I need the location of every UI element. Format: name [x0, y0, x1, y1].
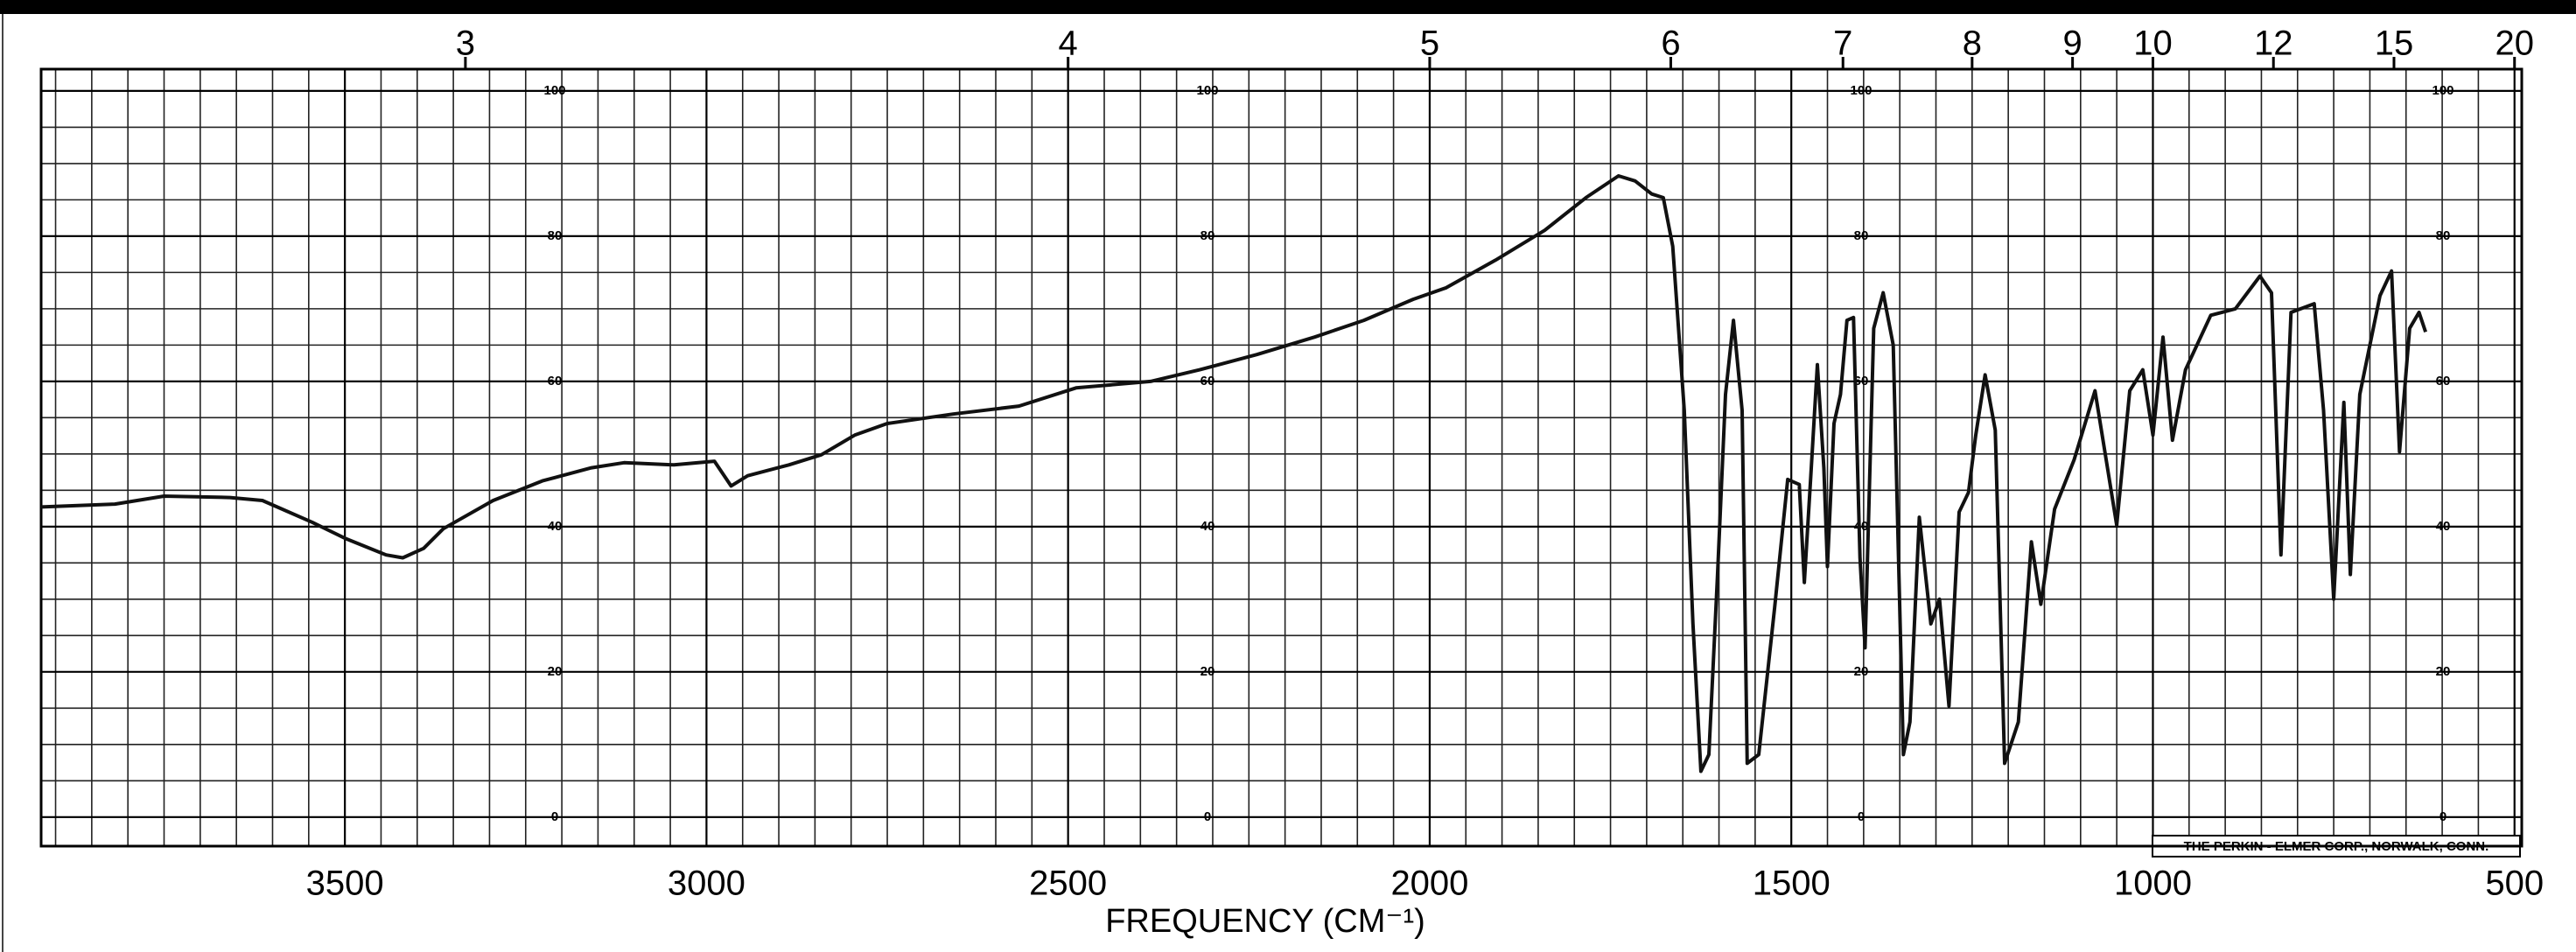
y-tick-label: 80: [548, 228, 563, 243]
y-tick-label: 80: [2436, 228, 2451, 243]
y-tick-label: 20: [1854, 664, 1869, 679]
x-tick-label: 1000: [2114, 864, 2192, 903]
top-tick-label: 7: [1833, 24, 1852, 63]
top-tick-label: 4: [1059, 24, 1078, 63]
y-tick-label: 60: [1854, 374, 1869, 388]
y-tick-label: 0: [1858, 809, 1865, 824]
y-tick-label: 100: [2432, 83, 2454, 98]
top-band: [0, 0, 2576, 14]
top-tick-label: 5: [1420, 24, 1439, 63]
y-tick-label: 0: [2440, 809, 2446, 824]
x-tick-label: 3000: [668, 864, 746, 903]
left-edge: [2, 14, 4, 952]
y-tick-label: 40: [2436, 519, 2451, 534]
y-tick-label: 20: [2436, 664, 2451, 679]
y-tick-label: 20: [548, 664, 563, 679]
top-tick-label: 10: [2133, 24, 2173, 63]
top-tick-label: 9: [2063, 24, 2082, 63]
y-tick-label: 40: [548, 519, 563, 534]
x-tick-label: 2000: [1390, 864, 1468, 903]
top-tick-label: 15: [2375, 24, 2414, 63]
y-tick-label: 40: [1200, 519, 1215, 534]
y-tick-label: 100: [543, 83, 565, 98]
y-tick-label: 0: [551, 809, 558, 824]
top-tick-label: 6: [1661, 24, 1680, 63]
x-tick-label: 500: [2485, 864, 2544, 903]
y-tick-label: 20: [1200, 664, 1215, 679]
y-tick-label: 80: [1854, 228, 1869, 243]
y-tick-label: 40: [1854, 519, 1869, 534]
x-axis-label: FREQUENCY (CM⁻¹): [1105, 903, 1425, 940]
y-tick-label: 0: [1204, 809, 1211, 824]
y-tick-label: 100: [1196, 83, 1218, 98]
spectrum-line: [40, 174, 2427, 774]
top-tick-label: 12: [2254, 24, 2293, 63]
x-tick-label: 3500: [306, 864, 384, 903]
y-tick-label: 100: [1850, 83, 1872, 98]
x-tick-label: 1500: [1753, 864, 1830, 903]
top-tick-label: 3: [456, 24, 475, 63]
y-tick-label: 60: [548, 374, 563, 388]
y-tick-label: 60: [2436, 374, 2451, 388]
x-tick-label: 2500: [1029, 864, 1107, 903]
y-tick-label: 60: [1200, 374, 1215, 388]
plot-frame: [39, 67, 2524, 848]
top-tick-label: 20: [2495, 24, 2534, 63]
y-tick-label: 80: [1200, 228, 1215, 243]
top-tick-label: 8: [1963, 24, 1982, 63]
